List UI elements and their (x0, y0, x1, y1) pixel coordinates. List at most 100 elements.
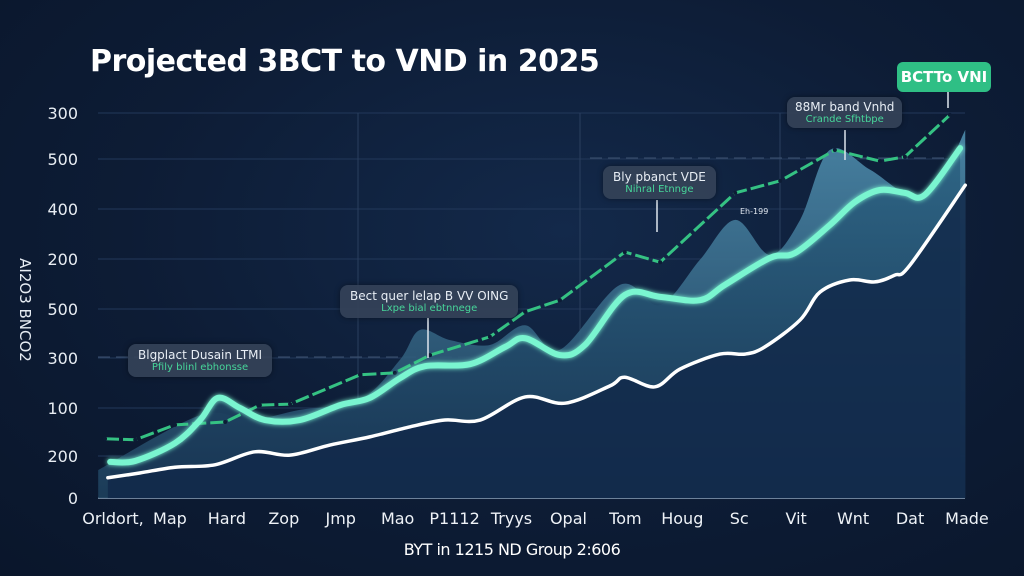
teal-series-point (298, 418, 302, 422)
dashed-series-point (103, 436, 108, 441)
x-tick-label: Tryys (490, 509, 532, 528)
y-tick-label: 100 (47, 399, 78, 418)
annotation-title: Bly pbanct VDE (613, 170, 706, 184)
annotation-callout: Blgplact Dusain LTMI Pfily blinl ebhonss… (128, 344, 273, 377)
white-series-point (653, 385, 657, 389)
annotation-subtitle: Nihral Etnnge (625, 184, 694, 195)
teal-series-point (468, 362, 472, 366)
white-series-point (328, 443, 332, 447)
x-tick-label: Opal (550, 509, 587, 528)
white-series-fill (107, 185, 966, 498)
teal-series-point (423, 364, 427, 368)
dashed-series-point (733, 190, 738, 195)
dashed-green-series-line (104, 113, 951, 442)
annotation-subtitle: Pfily blinl ebhonsse (151, 362, 249, 373)
white-series-point (678, 367, 682, 371)
x-tick-label: Dat (896, 509, 924, 528)
white-series-point (288, 453, 292, 457)
x-tick-label: P1112 (429, 509, 479, 528)
annotation-subtitle: Crande Sfhtbpe (805, 114, 884, 125)
white-series-point (873, 280, 876, 284)
white-series-point (818, 290, 822, 294)
teal-series-point (828, 223, 832, 227)
annotation-title: 88Mr band Vnhd (795, 100, 895, 114)
dashed-series-point (877, 159, 882, 164)
lines (103, 92, 967, 480)
x-tick-label: Sc (730, 509, 749, 528)
dashed-series-point (523, 309, 528, 314)
y-tick-label: 300 (47, 349, 78, 368)
dashed-series-point (288, 402, 293, 407)
white-series-point (893, 273, 896, 277)
y-tick-label: 500 (47, 300, 78, 319)
annotation-title: Blgplact Dusain LTMI (138, 348, 263, 362)
y-tick-label: 300 (47, 104, 78, 123)
dashed-series-point (257, 403, 262, 408)
teal-series-point (216, 396, 220, 400)
white-series-point (368, 435, 371, 439)
x-tick-label: Map (153, 509, 187, 528)
dashed-series-point (173, 422, 178, 427)
dashed-series-point (133, 437, 138, 442)
white-series-point (106, 476, 110, 479)
white-series-point (743, 352, 747, 356)
white-series-point (173, 466, 177, 469)
x-tick-label: Orldort, (82, 509, 144, 528)
annotation-callout: 88Mr band Vnhd Crande Sfhtbpe (787, 97, 903, 128)
annotation-title: Bect quer lelap B VV OING (350, 289, 509, 303)
dashed-series-point (778, 178, 783, 183)
highlight-label: BCTTo VNI (897, 62, 991, 92)
white-series-point (763, 345, 767, 349)
teal-series-point (108, 460, 112, 464)
white-series-point (798, 318, 802, 322)
teal-series-point (338, 403, 342, 407)
dashed-series-point (557, 298, 562, 303)
white-series-point (623, 376, 627, 379)
x-tick-label: Zop (268, 509, 299, 528)
teal-series-point (263, 418, 267, 422)
teal-series-point (133, 459, 137, 463)
dashed-series-point (658, 260, 663, 265)
teal-series-point (723, 283, 727, 287)
teal-series-point (523, 336, 527, 340)
x-tick-label: Hard (208, 509, 246, 528)
white-series-point (408, 425, 412, 428)
teal-series-point (398, 376, 402, 380)
teal-series-point (923, 193, 927, 197)
teal-series-point (658, 295, 662, 299)
teal-series-point (558, 353, 562, 357)
white-series-point (253, 450, 256, 453)
dashed-series-point (487, 334, 492, 339)
dashed-series-point (223, 419, 228, 424)
teal-series-point (583, 343, 587, 347)
white-series-point (608, 384, 612, 388)
white-series-point (908, 263, 912, 267)
dashed-series-point (622, 250, 627, 255)
dashed-series-point (947, 112, 952, 117)
x-tick-label: Mao (381, 509, 414, 528)
teal-series-point (238, 406, 242, 410)
dashed-series-point (832, 148, 837, 153)
teal-series-point (878, 188, 882, 192)
point-note: Eh-199 (740, 207, 769, 216)
teal-series-point (503, 345, 507, 349)
ticks: 0 200 100 300 500 200 400 500 300 Orldort, Map Hard… (47, 104, 988, 528)
dashed-series-point (392, 370, 397, 375)
teal-series-point (623, 293, 627, 297)
white-series-point (563, 401, 567, 405)
white-series-point (523, 395, 527, 399)
x-tick-label: Jmp (324, 509, 355, 528)
annotation-subtitle: Lxpe bial ebtnnege (381, 303, 478, 314)
white-series-point (443, 418, 447, 422)
annotation-callout: Bect quer lelap B VV OING Lxpe bial ebtn… (340, 285, 519, 318)
y-tick-label: 200 (47, 447, 78, 466)
white-series-point (213, 463, 217, 466)
teal-series-point (198, 418, 202, 422)
annotation-callout: Bly pbanct VDE Nihral Etnnge (603, 166, 716, 199)
x-axis-title: BYT in 1215 ND Group 2:606 (403, 540, 621, 559)
x-tick-label: Wnt (837, 509, 869, 528)
x-tick-label: Vit (786, 509, 807, 528)
white-series-point (138, 471, 141, 475)
x-tick-label: Tom (608, 509, 641, 528)
